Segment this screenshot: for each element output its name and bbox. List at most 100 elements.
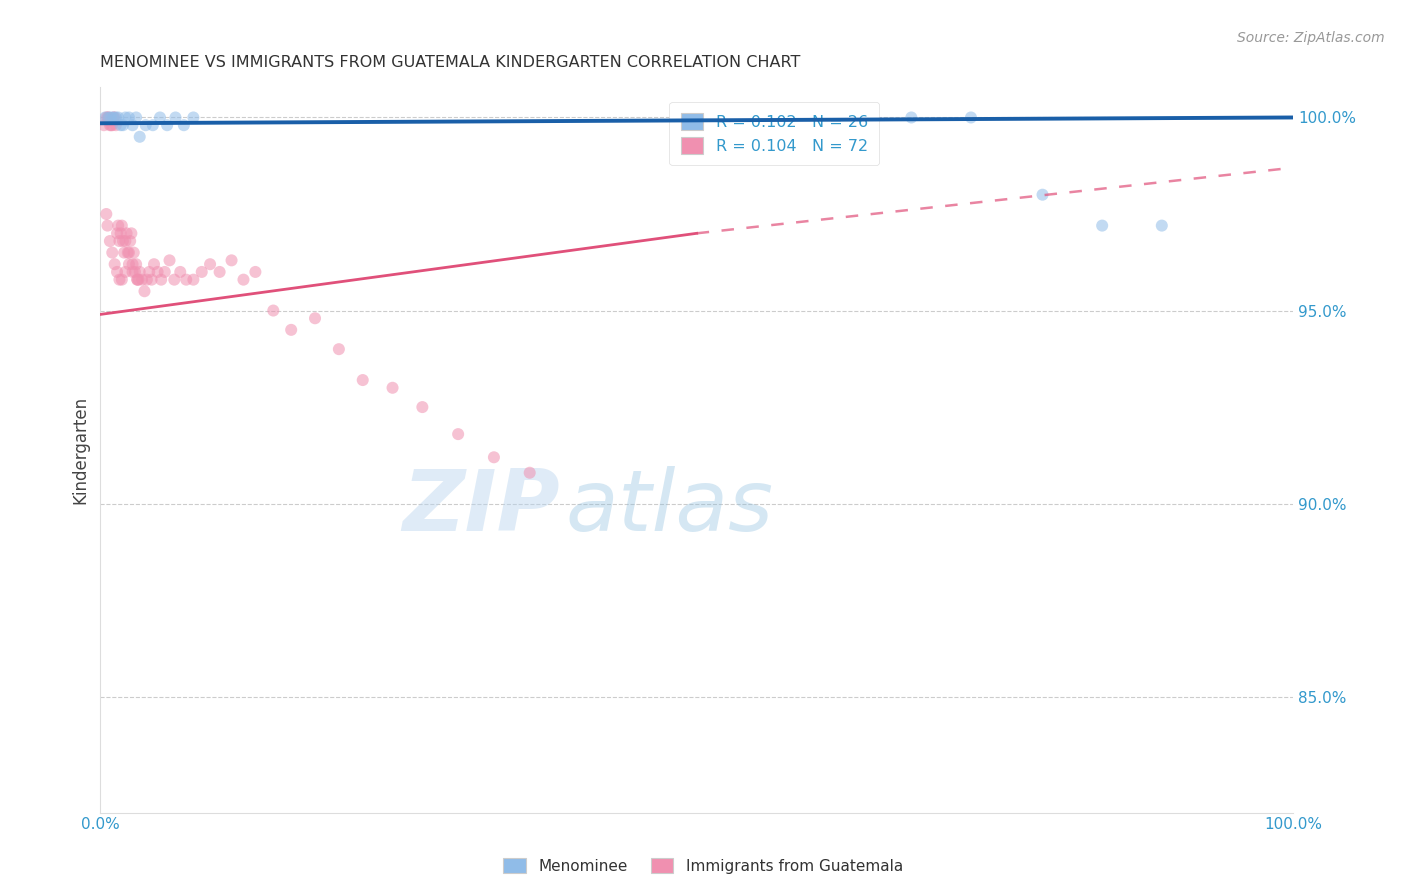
Point [131, 273, 153, 287]
Point [127, 273, 149, 287]
Point [828, 111, 851, 125]
Y-axis label: Kindergarten: Kindergarten [72, 395, 89, 504]
Point [117, 245, 139, 260]
Point [120, 227, 142, 241]
Point [108, 273, 131, 287]
Point [108, 234, 131, 248]
Point [134, 285, 156, 299]
Point [135, 118, 157, 132]
Point [519, 466, 541, 480]
Point [103, 111, 125, 125]
Point [304, 311, 326, 326]
Point [183, 111, 205, 125]
Point [198, 257, 221, 271]
Point [138, 265, 160, 279]
Point [245, 265, 267, 279]
Point [98, 234, 121, 248]
Point [143, 257, 166, 271]
Point [111, 219, 134, 233]
Point [900, 111, 922, 125]
Point [118, 257, 141, 271]
Point [101, 118, 124, 132]
Text: MENOMINEE VS IMMIGRANTS FROM GUATEMALA KINDERGARTEN CORRELATION CHART: MENOMINEE VS IMMIGRANTS FROM GUATEMALA K… [100, 55, 801, 70]
Point [111, 118, 134, 132]
Point [156, 118, 179, 132]
Point [447, 427, 470, 442]
Point [1150, 219, 1173, 233]
Point [142, 118, 165, 132]
Point [97, 111, 120, 125]
Point [120, 234, 142, 248]
Point [141, 273, 163, 287]
Point [135, 273, 157, 287]
Point [262, 303, 284, 318]
Point [125, 111, 148, 125]
Point [115, 227, 138, 241]
Point [121, 257, 143, 271]
Point [122, 245, 145, 260]
Point [1031, 187, 1053, 202]
Point [232, 273, 254, 287]
Point [104, 118, 127, 132]
Point [146, 265, 169, 279]
Point [159, 253, 181, 268]
Point [96, 207, 118, 221]
Point [100, 111, 122, 125]
Point [93, 118, 115, 132]
Point [104, 111, 127, 125]
Point [107, 219, 129, 233]
Point [183, 273, 205, 287]
Legend: R = 0.102   N = 26, R = 0.104   N = 72: R = 0.102 N = 26, R = 0.104 N = 72 [669, 102, 879, 165]
Point [103, 111, 125, 125]
Point [352, 373, 374, 387]
Point [98, 118, 121, 132]
Point [112, 245, 135, 260]
Point [381, 381, 404, 395]
Point [163, 273, 186, 287]
Point [110, 118, 132, 132]
Text: Source: ZipAtlas.com: Source: ZipAtlas.com [1237, 31, 1385, 45]
Point [118, 245, 141, 260]
Point [97, 111, 120, 125]
Point [96, 111, 118, 125]
Point [94, 111, 117, 125]
Point [107, 111, 129, 125]
Point [411, 400, 433, 414]
Point [960, 111, 983, 125]
Point [104, 111, 127, 125]
Point [165, 111, 187, 125]
Point [127, 273, 149, 287]
Point [173, 118, 195, 132]
Point [105, 265, 128, 279]
Point [128, 129, 150, 144]
Point [121, 118, 143, 132]
Point [114, 265, 136, 279]
Point [482, 450, 505, 465]
Point [118, 111, 141, 125]
Point [110, 227, 132, 241]
Legend: Menominee, Immigrants from Guatemala: Menominee, Immigrants from Guatemala [496, 852, 910, 880]
Point [111, 234, 134, 248]
Point [174, 273, 197, 287]
Point [125, 257, 148, 271]
Point [169, 265, 191, 279]
Point [280, 323, 302, 337]
Point [114, 234, 136, 248]
Point [96, 111, 118, 125]
Point [153, 265, 176, 279]
Text: atlas: atlas [565, 467, 773, 549]
Point [114, 111, 136, 125]
Point [111, 273, 134, 287]
Point [328, 342, 350, 356]
Point [124, 265, 146, 279]
Point [101, 245, 124, 260]
Point [121, 265, 143, 279]
Point [105, 227, 128, 241]
Point [128, 273, 150, 287]
Text: ZIP: ZIP [402, 467, 560, 549]
Point [104, 257, 127, 271]
Point [221, 253, 243, 268]
Point [208, 265, 231, 279]
Point [150, 273, 173, 287]
Point [128, 265, 150, 279]
